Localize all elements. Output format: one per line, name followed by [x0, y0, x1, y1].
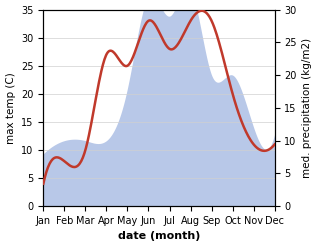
X-axis label: date (month): date (month) [118, 231, 200, 242]
Y-axis label: med. precipitation (kg/m2): med. precipitation (kg/m2) [302, 38, 313, 178]
Y-axis label: max temp (C): max temp (C) [5, 72, 16, 144]
